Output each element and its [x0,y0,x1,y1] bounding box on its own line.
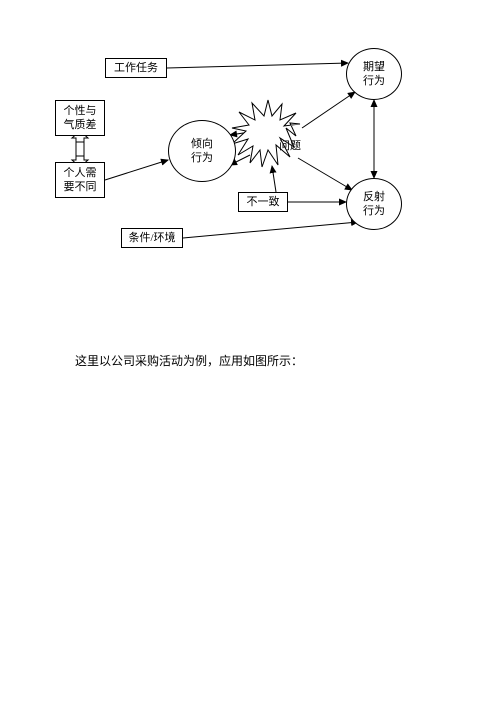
node-tendency-label: 倾向行为 [191,137,213,166]
node-needs: 个人需要不同 [55,162,105,198]
node-work-task-label: 工作任务 [114,61,158,75]
node-expectation-label: 期望行为 [363,60,385,89]
node-personality: 个性与气质差 [55,100,105,136]
node-inconsistent-label: 不一致 [247,195,280,209]
node-needs-label: 个人需要不同 [64,166,97,195]
node-conditions: 条件/环境 [121,228,183,248]
node-inconsistent: 不一致 [238,192,288,212]
node-problem-label-wrap: 问题 [262,139,318,153]
node-personality-label: 个性与气质差 [64,104,97,133]
caption-text: 这里以公司采购活动为例，应用如图所示： [75,354,303,368]
page: 工作任务 个性与气质差 个人需要不同 倾向行为 问题 期望行为 反射行为 不一致… [0,0,500,708]
node-conditions-label: 条件/环境 [128,231,175,245]
node-expectation: 期望行为 [346,48,402,100]
node-reflection-label: 反射行为 [363,190,385,219]
node-reflection: 反射行为 [346,178,402,230]
node-tendency: 倾向行为 [168,120,236,182]
node-work-task: 工作任务 [105,58,167,78]
caption: 这里以公司采购活动为例，应用如图所示： [75,352,435,369]
node-problem-label: 问题 [279,140,301,152]
